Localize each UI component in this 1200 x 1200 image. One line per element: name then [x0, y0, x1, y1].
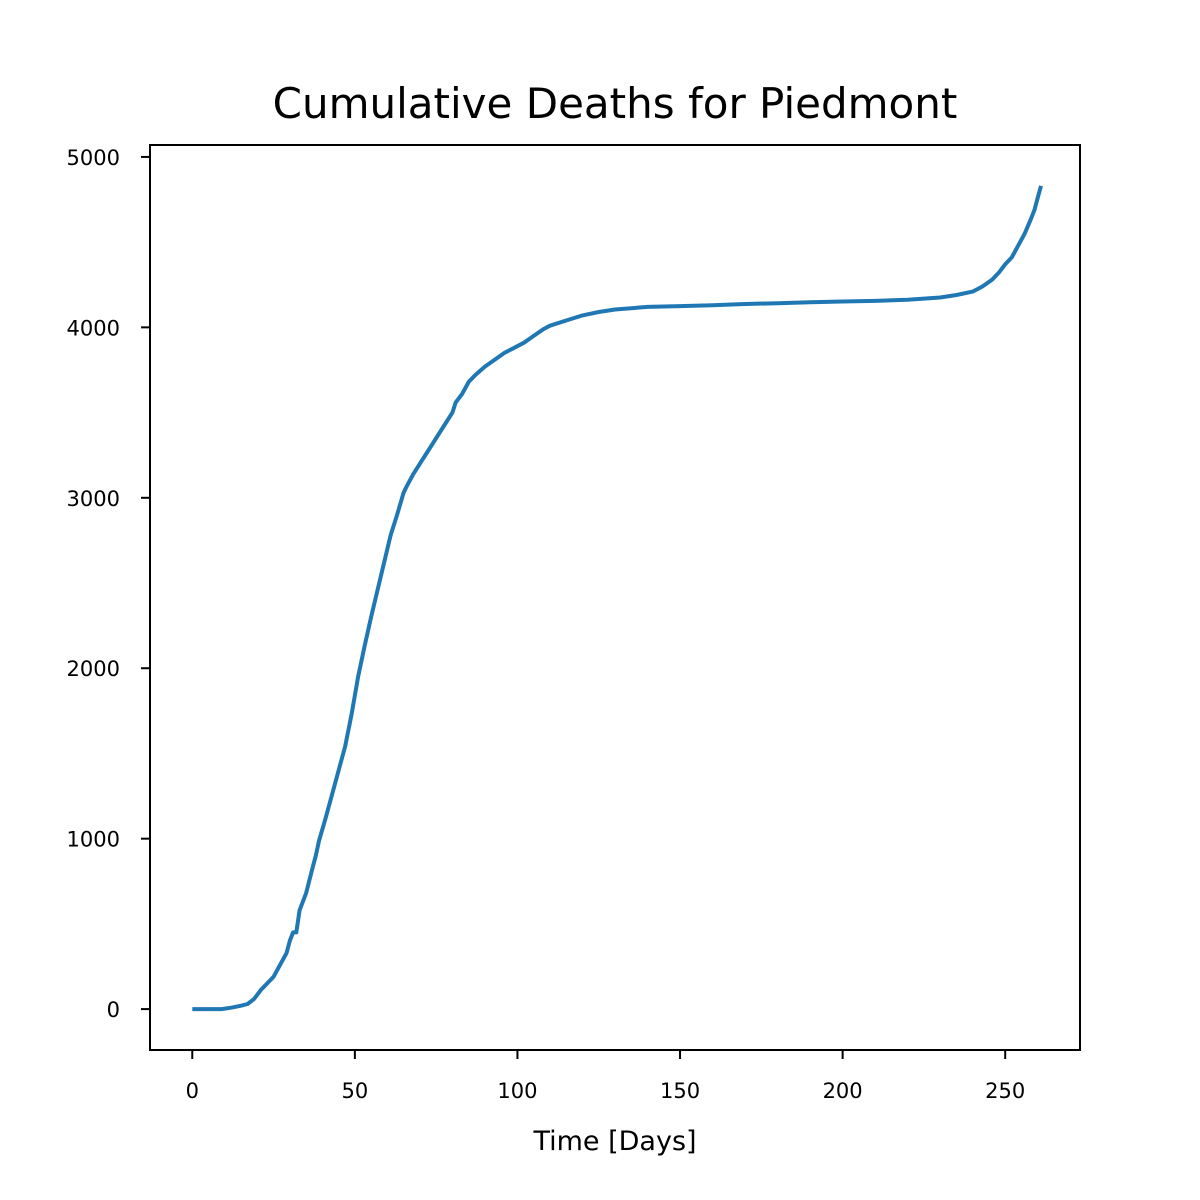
- x-tick-label: 200: [823, 1079, 863, 1103]
- x-axis-ticks: 0 50 100 150 200 250: [186, 1050, 1025, 1103]
- y-tick-label: 0: [107, 998, 120, 1022]
- series-line-cumulative-deaths: [192, 185, 1043, 1012]
- x-tick-label: 0: [186, 1079, 199, 1103]
- y-tick-label: 3000: [67, 487, 120, 511]
- x-tick-label: 100: [497, 1079, 537, 1103]
- plot-area: [192, 185, 1043, 1012]
- x-tick-label: 250: [985, 1079, 1025, 1103]
- x-tick-label: 50: [341, 1079, 368, 1103]
- chart-title: Cumulative Deaths for Piedmont: [273, 79, 958, 128]
- y-tick-label: 2000: [67, 657, 120, 681]
- y-tick-label: 1000: [67, 828, 120, 852]
- plot-frame: [149, 144, 1081, 1051]
- y-tick-label: 5000: [67, 146, 120, 170]
- y-tick-label: 4000: [67, 316, 120, 340]
- x-axis-label: Time [Days]: [532, 1126, 696, 1157]
- x-tick-label: 150: [660, 1079, 700, 1103]
- y-axis-ticks: 0 1000 2000 3000 4000 5000: [67, 146, 150, 1022]
